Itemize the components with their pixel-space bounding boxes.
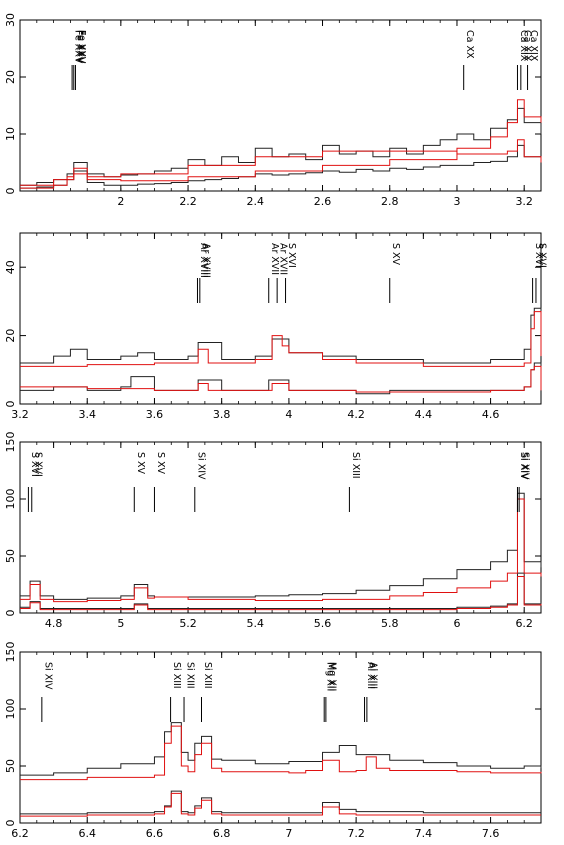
plot-frame	[19, 441, 542, 614]
plot-frame	[19, 19, 542, 192]
line-label: S XV	[135, 452, 146, 475]
x-tick-label: 7	[285, 827, 292, 840]
x-tick-label: 3.8	[213, 408, 231, 421]
x-tick-label: 5.6	[314, 617, 332, 630]
line-label: Mg XII	[325, 662, 336, 691]
x-tick-label: 4.2	[347, 408, 365, 421]
y-tick-label: 50	[4, 759, 17, 773]
line-label: S XVI	[32, 452, 43, 477]
series-line-2	[20, 362, 542, 395]
y-tick-label: 10	[4, 127, 17, 141]
x-tick-label: 6.2	[11, 827, 29, 840]
series-line-2	[20, 144, 542, 189]
x-tick-label: 4	[285, 408, 292, 421]
series-line-4	[20, 576, 542, 611]
plot-frame	[19, 651, 542, 824]
line-label: S XVI	[286, 243, 297, 268]
series-line-2	[20, 790, 541, 815]
series-line-3	[20, 311, 542, 367]
line-label: Si XIII	[350, 452, 361, 479]
x-tick-label: 6	[453, 617, 460, 630]
line-label: Si XIV	[518, 452, 529, 480]
x-tick-label: 7.2	[347, 827, 365, 840]
series-line-4	[20, 365, 542, 393]
y-tick-label: 150	[4, 642, 17, 663]
x-tick-label: 4.4	[415, 408, 433, 421]
x-tick-label: 6.2	[515, 617, 533, 630]
series-line-2	[20, 572, 542, 609]
x-tick-label: 2.4	[247, 195, 265, 208]
panel-4: 6.2 6.4 6.6 6.8 7 7.2 7.4 7.6 0 50 100 150 Si XIV Si …	[4, 642, 542, 840]
line-label: Ar XVIII	[200, 243, 211, 278]
line-label: Al XIII	[367, 662, 378, 689]
series-line-1	[20, 492, 542, 600]
line-label: Mg XII	[326, 662, 337, 691]
x-tick-label: 3.4	[78, 408, 96, 421]
y-tick-label: 0	[4, 820, 17, 827]
x-tick-label: 5.8	[381, 617, 399, 630]
line-label: Si XIV	[42, 662, 53, 690]
line-label: Ca XIX	[528, 30, 539, 62]
line-label: Fe XXV	[76, 30, 87, 64]
x-tick-label: 3.2	[515, 195, 533, 208]
x-tick-label: 2.2	[179, 195, 197, 208]
line-label: Al XIII	[365, 662, 376, 689]
y-tick-label: 100	[4, 699, 17, 720]
line-label: Si XIII	[171, 662, 182, 689]
y-tick-label: 0	[4, 610, 17, 617]
series-line-1	[20, 722, 542, 776]
line-label: Ca XIX	[518, 30, 529, 62]
x-tick-label: 6.4	[78, 827, 96, 840]
series-line-1	[20, 107, 542, 186]
x-tick-label: 3.2	[11, 408, 29, 421]
x-tick-label: 2	[117, 195, 124, 208]
series-line-4	[20, 792, 541, 817]
x-tick-label: 4.6	[482, 408, 500, 421]
line-label: S XVI	[533, 243, 544, 268]
x-tick-label: 4.8	[45, 617, 63, 630]
x-tick-label: 2.6	[314, 195, 332, 208]
y-tick-label: 20	[4, 329, 17, 343]
line-label: Si XIV	[520, 452, 531, 480]
line-label: Fe XXV	[74, 30, 85, 64]
x-tick-label: 5.4	[247, 617, 265, 630]
x-tick-label: 5.2	[179, 617, 197, 630]
x-tick-label: 3.6	[146, 408, 164, 421]
y-tick-label: 0	[4, 188, 17, 195]
line-label: S XVI	[29, 452, 40, 477]
x-tick-label: 6.6	[146, 827, 164, 840]
series-line-3	[20, 498, 542, 603]
series-line-3	[20, 725, 542, 781]
y-tick-label: 50	[4, 549, 17, 563]
x-tick-label: 5	[117, 617, 124, 630]
line-label: Ar XVII	[269, 243, 280, 275]
x-tick-label: 7.6	[482, 827, 500, 840]
y-tick-label: 30	[4, 13, 17, 27]
line-label: Fe XXV	[73, 30, 84, 64]
panel-2: 3.2 3.4 3.6 3.8 4 4.2 4.4 4.6 0 20 40 Ar XVIII Ar XV…	[4, 232, 547, 421]
line-label: S XV	[155, 452, 166, 475]
y-tick-label: 40	[4, 260, 17, 274]
line-label: Si XIII	[185, 662, 196, 689]
line-label: Si XIII	[202, 662, 213, 689]
line-label: S XV	[390, 243, 401, 266]
line-label: Si XIV	[195, 452, 206, 480]
x-tick-label: 7.4	[415, 827, 433, 840]
y-tick-label: 100	[4, 489, 17, 510]
y-tick-label: 0	[4, 401, 17, 408]
x-tick-label: 3	[453, 195, 460, 208]
x-tick-label: 6.8	[213, 827, 231, 840]
y-tick-label: 20	[4, 70, 17, 84]
line-label: Ca XX	[464, 30, 475, 59]
line-label: Ca XIX	[521, 30, 532, 62]
series-line-4	[20, 139, 542, 186]
line-label: Ar XVIII	[198, 243, 209, 278]
y-tick-label: 150	[4, 432, 17, 453]
x-tick-label: 2.8	[381, 195, 399, 208]
line-label: Ar XVII	[278, 243, 289, 275]
line-label: S XVI	[536, 243, 547, 268]
